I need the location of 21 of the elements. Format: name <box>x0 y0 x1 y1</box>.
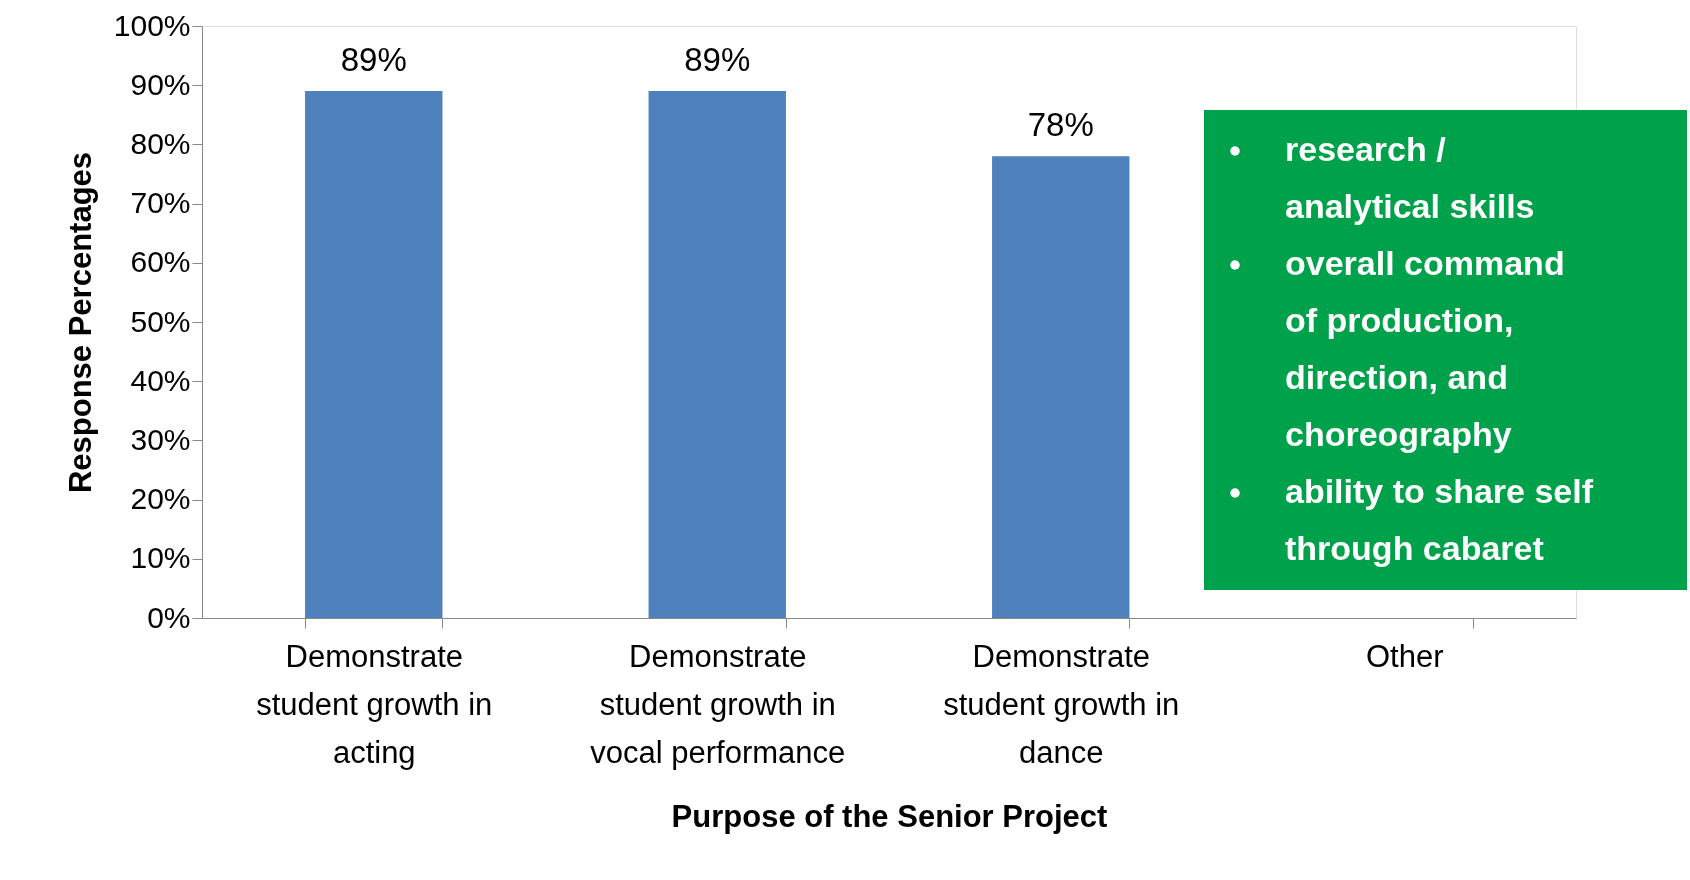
y-tick-label: 80% <box>130 126 191 160</box>
data-label: 78% <box>1027 106 1094 144</box>
data-label: 89% <box>684 41 751 79</box>
x-tick-label: Demonstrate student growth in acting <box>256 638 493 770</box>
x-tick-label: Demonstrate student growth in dance <box>943 638 1180 770</box>
y-tick-label: 60% <box>130 245 191 279</box>
x-tick-label: Demonstrate student growth in vocal performance <box>590 638 846 770</box>
x-axis-title: Purpose of the Senior Project <box>671 798 1108 834</box>
y-tick-label: 70% <box>130 186 191 220</box>
y-tick-label: 50% <box>130 304 191 338</box>
y-tick-label: 40% <box>130 363 191 397</box>
annotation: ability to share self through cabaret <box>1285 472 1594 567</box>
y-tick-label: 0% <box>147 600 191 634</box>
y-tick-label: 10% <box>130 541 191 575</box>
x-tick-label: Other <box>1365 638 1444 674</box>
y-tick-label: 90% <box>130 67 191 101</box>
y-axis-title: Response Percentages <box>62 151 98 494</box>
data-label: 89% <box>340 41 407 79</box>
y-tick-label: 20% <box>130 482 191 516</box>
y-tick-label: 100% <box>113 8 191 42</box>
y-tick-label: 30% <box>130 422 191 456</box>
